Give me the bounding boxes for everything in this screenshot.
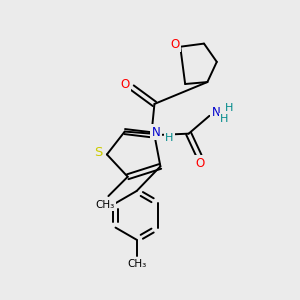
- Text: CH₃: CH₃: [95, 200, 114, 210]
- Text: H: H: [165, 133, 173, 143]
- Text: O: O: [195, 157, 204, 170]
- Text: N: N: [152, 126, 160, 139]
- Text: O: O: [170, 38, 179, 51]
- Text: N: N: [212, 106, 220, 119]
- Text: H: H: [225, 103, 233, 113]
- Text: H: H: [220, 114, 229, 124]
- Text: S: S: [94, 146, 103, 159]
- Text: O: O: [120, 78, 129, 91]
- Text: CH₃: CH₃: [127, 260, 146, 269]
